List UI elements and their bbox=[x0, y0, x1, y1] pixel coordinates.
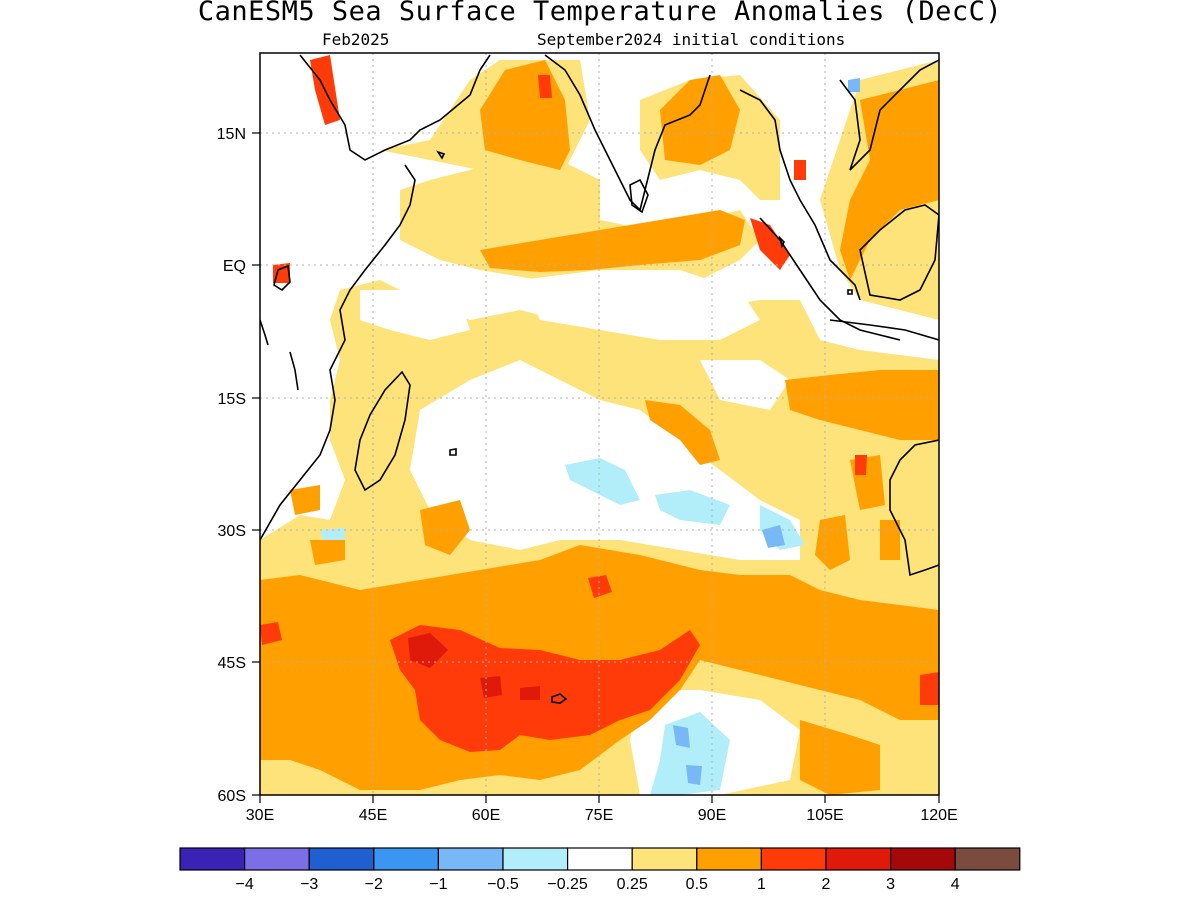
colorbar-label: 3 bbox=[886, 876, 895, 893]
colorbar-swatch bbox=[373, 847, 439, 871]
colorbar-swatch bbox=[696, 847, 762, 871]
andaman-coast bbox=[778, 235, 785, 249]
lon-tick-30e: 30E bbox=[246, 807, 274, 824]
sri-lanka-coast bbox=[629, 178, 649, 214]
borneo-coast bbox=[859, 204, 939, 301]
seychelles-coast bbox=[273, 264, 291, 292]
colorbar-label: 2 bbox=[822, 876, 831, 893]
mozambique-coast bbox=[260, 319, 269, 346]
lat-tick-60s: 60S bbox=[218, 788, 246, 805]
lon-tick-90e: 90E bbox=[698, 807, 726, 824]
colorbar-label: 0.25 bbox=[617, 876, 648, 893]
lon-tick-120e: 120E bbox=[920, 807, 957, 824]
lon-tick-60e: 60E bbox=[472, 807, 500, 824]
east-africa-coast bbox=[260, 164, 416, 541]
colorbar-swatch bbox=[308, 847, 375, 871]
colorbar-label: −4 bbox=[235, 876, 253, 893]
comoros-coast bbox=[289, 351, 299, 391]
lat-tick-15s: 15S bbox=[218, 391, 246, 408]
anomaly-1-2-region bbox=[260, 55, 939, 752]
colorbar-swatch bbox=[631, 847, 698, 871]
colorbar-swatch bbox=[502, 847, 569, 871]
lon-tick-105e: 105E bbox=[806, 807, 843, 824]
colorbar-swatch bbox=[179, 847, 246, 871]
madagascar-coast bbox=[354, 370, 411, 492]
colorbar-label: −3 bbox=[300, 876, 318, 893]
arabia-africa-coast bbox=[299, 54, 491, 161]
color-scale-bar: −4 −3 −2 −1 −0.5 −0.25 0.25 0.5 1 2 3 4 bbox=[179, 847, 1021, 893]
colorbar-label: −1 bbox=[429, 876, 447, 893]
anomaly-field bbox=[260, 53, 939, 795]
colorbar-swatch bbox=[954, 847, 1021, 871]
colorbar-label: −0.25 bbox=[547, 876, 588, 893]
lat-tick-45s: 45S bbox=[218, 655, 246, 672]
colorbar-swatch bbox=[889, 847, 956, 871]
colorbar-swatch bbox=[437, 847, 504, 871]
lat-tick-30s: 30S bbox=[218, 523, 246, 540]
colorbar-label: 4 bbox=[951, 876, 960, 893]
australia-coast bbox=[889, 439, 939, 577]
forecast-month-label: Feb2025 bbox=[322, 30, 390, 49]
colorbar-swatch bbox=[566, 847, 633, 871]
lat-tick-eq: EQ bbox=[223, 258, 246, 275]
kerguelen-coast bbox=[551, 693, 568, 704]
islet-coast bbox=[847, 289, 853, 295]
mauritius-coast bbox=[449, 448, 457, 456]
chart-title: CanESM5 Sea Surface Temperature Anomalie… bbox=[197, 0, 1003, 27]
colorbar-label: 0.5 bbox=[686, 876, 708, 893]
init-conditions-label: September2024 initial conditions bbox=[537, 30, 846, 49]
colorbar-label: −0.5 bbox=[487, 876, 519, 893]
coastlines bbox=[260, 54, 939, 704]
java-coast bbox=[829, 319, 939, 341]
colorbar-swatch bbox=[825, 847, 892, 871]
map-grid bbox=[260, 53, 939, 795]
lon-tick-45e: 45E bbox=[359, 807, 387, 824]
colorbar-label: 1 bbox=[757, 876, 766, 893]
colorbar-swatch bbox=[760, 847, 827, 871]
colorbar-label: −2 bbox=[365, 876, 383, 893]
lat-tick-15n: 15N bbox=[217, 126, 246, 143]
axis-ticks bbox=[252, 132, 940, 803]
socotra-coast bbox=[436, 150, 446, 160]
colorbar-swatch bbox=[244, 847, 310, 871]
myanmar-malay-coast bbox=[739, 89, 861, 301]
indochina-coast bbox=[839, 59, 939, 171]
anomaly-2-3-region bbox=[408, 633, 540, 700]
lon-tick-75e: 75E bbox=[585, 807, 613, 824]
anomaly-neg0.5-neg1-region bbox=[673, 78, 860, 785]
